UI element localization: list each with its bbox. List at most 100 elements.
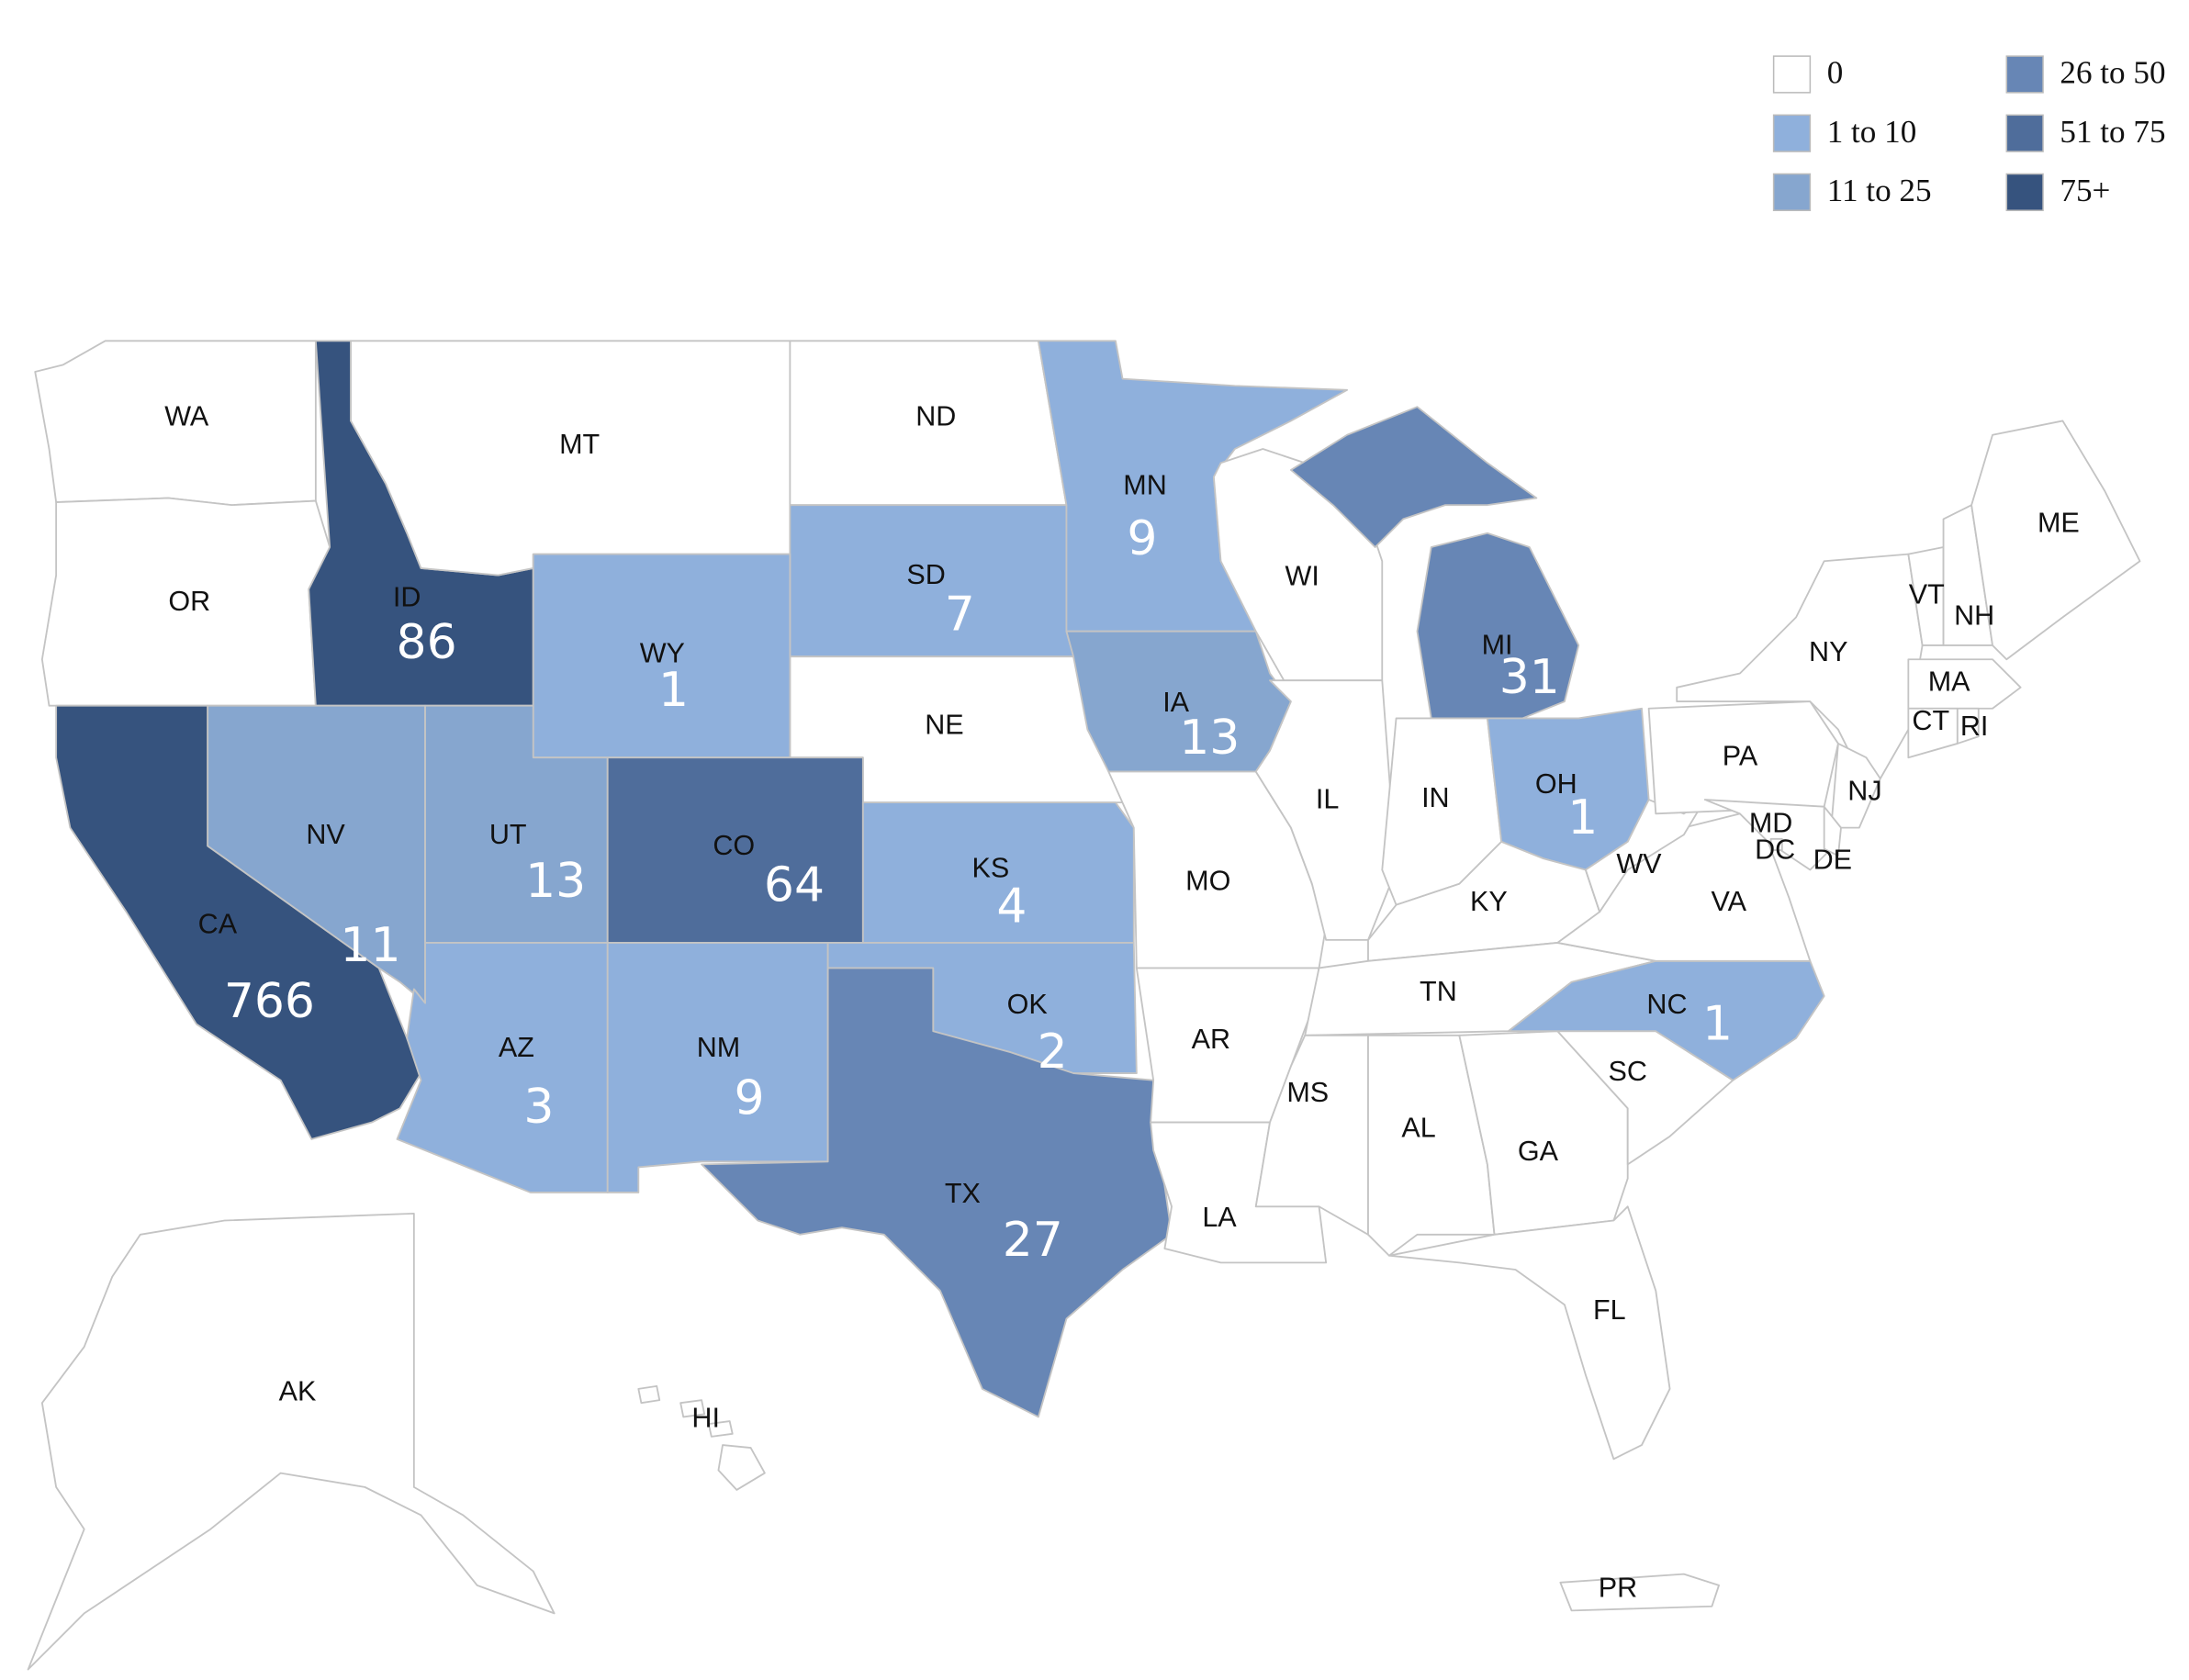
state-label: KY <box>1470 886 1508 917</box>
state-shape <box>707 1420 734 1438</box>
legend-label: 75+ <box>2060 173 2110 208</box>
state-label: NY <box>1809 636 1847 667</box>
state-label: MS <box>1286 1077 1329 1108</box>
state-value: 1 <box>1702 997 1733 1052</box>
state-label: MT <box>559 429 600 460</box>
state-label: DC <box>1755 834 1795 866</box>
state-label: UT <box>489 819 527 850</box>
state-value: 3 <box>523 1080 554 1135</box>
state-value: 64 <box>764 857 825 913</box>
state-shape <box>1823 805 1842 857</box>
state-label: ME <box>2037 508 2080 539</box>
state-label: TN <box>1420 976 1457 1007</box>
state-label: ID <box>393 582 421 613</box>
legend-swatch <box>1772 173 1812 211</box>
state-label: WI <box>1285 561 1319 592</box>
legend: 0 1 to 10 11 to 25 26 to 50 51 to 75 75+ <box>1772 55 2166 211</box>
legend-label: 51 to 75 <box>2060 114 2165 150</box>
state-shapes <box>27 340 2141 1671</box>
state-label: WV <box>1616 848 1662 879</box>
state-label: PA <box>1723 740 1758 771</box>
legend-label: 1 to 10 <box>1827 114 1917 150</box>
state-label: NC <box>1646 989 1687 1020</box>
state-label: AL <box>1401 1112 1435 1143</box>
state-value: 13 <box>525 854 586 909</box>
legend-label: 0 <box>1827 55 1844 91</box>
state-value: 11 <box>340 918 400 973</box>
state-label: MI <box>1482 630 1513 661</box>
state-shape <box>1507 959 1825 1081</box>
state-value: 9 <box>735 1071 765 1126</box>
state-value: 13 <box>1179 711 1240 766</box>
state-label: MD <box>1749 808 1793 839</box>
state-shape <box>1416 532 1580 720</box>
state-label: PR <box>1599 1573 1637 1604</box>
state-shape <box>1388 1205 1671 1461</box>
state-shape <box>861 801 1135 944</box>
state-label: MA <box>1928 666 1970 697</box>
state-label: LA <box>1202 1202 1237 1233</box>
state-label: AR <box>1192 1024 1230 1055</box>
state-value: 7 <box>945 587 975 642</box>
state-label: KS <box>972 853 1010 884</box>
state-label: MO <box>1185 865 1230 896</box>
state-label: CO <box>713 830 755 861</box>
state-label: VT <box>1909 579 1945 610</box>
legend-swatch <box>2005 114 2044 152</box>
state-shape <box>1290 406 1538 548</box>
state-labels: WAORCA766ID86MTNDSD7NEMN9WY1NV11UT13CO64… <box>164 400 2080 1603</box>
state-shape <box>1907 658 2022 710</box>
state-label: IL <box>1316 784 1339 815</box>
state-shape <box>27 1212 556 1671</box>
state-value: 4 <box>996 879 1027 934</box>
state-shape <box>679 1399 706 1418</box>
state-label: OK <box>1007 989 1049 1020</box>
state-label: WY <box>640 638 685 669</box>
state-shape <box>1830 743 1881 829</box>
state-label: HI <box>691 1403 720 1434</box>
state-label: ND <box>915 400 956 431</box>
state-label: SC <box>1608 1056 1646 1087</box>
state-value: 2 <box>1038 1025 1068 1080</box>
state-label: IN <box>1421 782 1450 813</box>
state-shape <box>606 942 829 1193</box>
state-value: 1 <box>658 663 689 718</box>
state-label: OH <box>1535 768 1577 800</box>
state-label: TX <box>945 1178 981 1209</box>
state-label: RI <box>1960 711 1989 742</box>
state-label: WA <box>164 400 209 431</box>
state-label: CT <box>1912 705 1949 736</box>
state-shape <box>701 967 1173 1418</box>
state-label: DE <box>1813 844 1852 875</box>
state-shape <box>1559 1573 1720 1612</box>
state-label: NM <box>697 1032 741 1063</box>
legend-swatch <box>2005 173 2044 211</box>
state-label: NV <box>306 819 345 850</box>
state-shape <box>1769 837 1783 851</box>
state-value: 766 <box>224 974 315 1029</box>
state-value: 27 <box>1003 1213 1063 1268</box>
state-value: 1 <box>1567 790 1598 846</box>
state-label: FL <box>1593 1294 1626 1326</box>
state-label: CA <box>198 909 238 940</box>
state-value: 86 <box>397 615 457 670</box>
state-shape <box>1970 420 2141 661</box>
legend-label: 26 to 50 <box>2060 55 2165 91</box>
state-label: GA <box>1518 1136 1559 1167</box>
state-value: 31 <box>1499 650 1560 705</box>
state-label: VA <box>1711 886 1746 917</box>
state-label: AZ <box>499 1032 534 1063</box>
legend-swatch <box>1772 55 1812 94</box>
state-label: NH <box>1954 599 1994 631</box>
state-label: SD <box>906 559 945 590</box>
state-label: MN <box>1123 469 1167 500</box>
legend-swatch <box>2005 55 2044 94</box>
state-shape <box>637 1384 661 1405</box>
legend-label: 11 to 25 <box>1827 173 1932 208</box>
legend-swatch <box>1772 114 1812 152</box>
state-label: IA <box>1162 687 1189 718</box>
state-shape <box>1956 707 1980 745</box>
state-value: 9 <box>1127 511 1157 566</box>
